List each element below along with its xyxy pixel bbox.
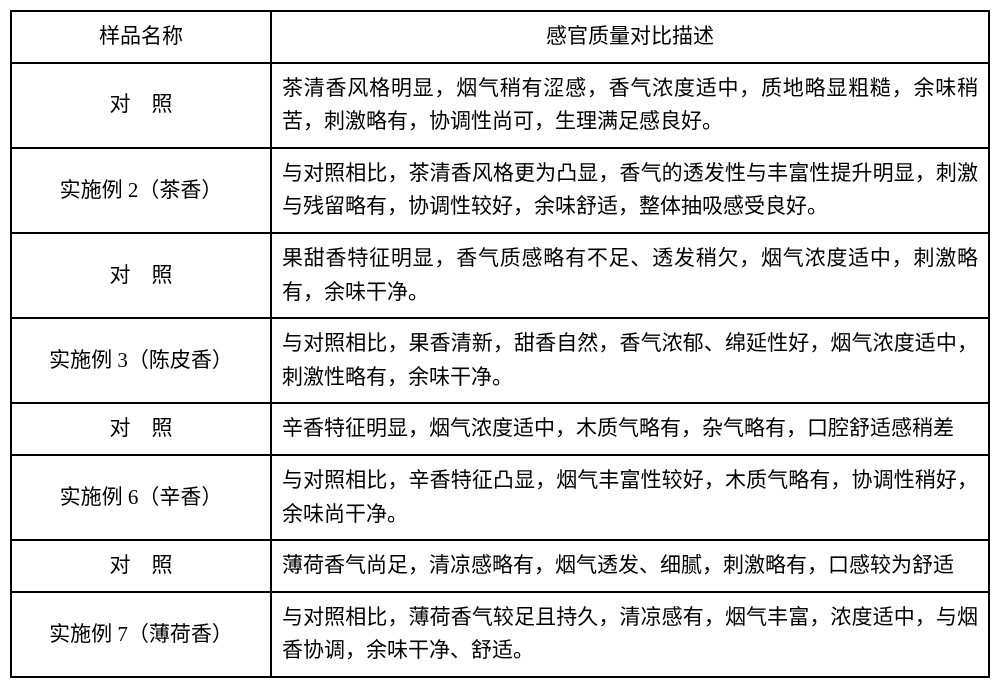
cell-sample-name: 实施例 3（陈皮香）: [11, 318, 271, 403]
cell-sample-name: 对 照: [11, 63, 271, 148]
cell-sample-name: 实施例 7（薄荷香）: [11, 592, 271, 677]
table-row: 对 照 辛香特征明显，烟气浓度适中，木质气略有，杂气略有，口腔舒适感稍差: [11, 403, 989, 455]
cell-sample-name: 实施例 2（茶香）: [11, 148, 271, 233]
cell-description: 辛香特征明显，烟气浓度适中，木质气略有，杂气略有，口腔舒适感稍差: [271, 403, 989, 455]
table-row: 对 照 薄荷香气尚足，清凉感略有，烟气透发、细腻，刺激略有，口感较为舒适: [11, 540, 989, 592]
table-row: 实施例 6（辛香） 与对照相比，辛香特征凸显，烟气丰富性较好，木质气略有，协调性…: [11, 455, 989, 540]
cell-sample-name: 对 照: [11, 540, 271, 592]
cell-sample-name: 对 照: [11, 403, 271, 455]
cell-description: 与对照相比，果香清新，甜香自然，香气浓郁、绵延性好，烟气浓度适中，刺激性略有，余…: [271, 318, 989, 403]
cell-sample-name: 对 照: [11, 233, 271, 318]
sensory-comparison-table: 样品名称 感官质量对比描述 对 照 茶清香风格明显，烟气稍有涩感，香气浓度适中，…: [10, 10, 990, 678]
cell-description: 与对照相比，薄荷香气较足且持久，清凉感有，烟气丰富，浓度适中，与烟香协调，余味干…: [271, 592, 989, 677]
cell-description: 茶清香风格明显，烟气稍有涩感，香气浓度适中，质地略显粗糙，余味稍苦，刺激略有，协…: [271, 63, 989, 148]
cell-description: 薄荷香气尚足，清凉感略有，烟气透发、细腻，刺激略有，口感较为舒适: [271, 540, 989, 592]
table-row: 对 照 茶清香风格明显，烟气稍有涩感，香气浓度适中，质地略显粗糙，余味稍苦，刺激…: [11, 63, 989, 148]
table-row: 实施例 2（茶香） 与对照相比，茶清香风格更为凸显，香气的透发性与丰富性提升明显…: [11, 148, 989, 233]
cell-description: 果甜香特征明显，香气质感略有不足、透发稍欠，烟气浓度适中，刺激略有，余味干净。: [271, 233, 989, 318]
cell-description: 与对照相比，辛香特征凸显，烟气丰富性较好，木质气略有，协调性稍好，余味尚干净。: [271, 455, 989, 540]
cell-sample-name: 实施例 6（辛香）: [11, 455, 271, 540]
header-sample-name: 样品名称: [11, 11, 271, 63]
cell-description: 与对照相比，茶清香风格更为凸显，香气的透发性与丰富性提升明显，刺激与残留略有，协…: [271, 148, 989, 233]
table-header-row: 样品名称 感官质量对比描述: [11, 11, 989, 63]
header-description: 感官质量对比描述: [271, 11, 989, 63]
table-row: 实施例 7（薄荷香） 与对照相比，薄荷香气较足且持久，清凉感有，烟气丰富，浓度适…: [11, 592, 989, 677]
table-row: 实施例 3（陈皮香） 与对照相比，果香清新，甜香自然，香气浓郁、绵延性好，烟气浓…: [11, 318, 989, 403]
table-row: 对 照 果甜香特征明显，香气质感略有不足、透发稍欠，烟气浓度适中，刺激略有，余味…: [11, 233, 989, 318]
